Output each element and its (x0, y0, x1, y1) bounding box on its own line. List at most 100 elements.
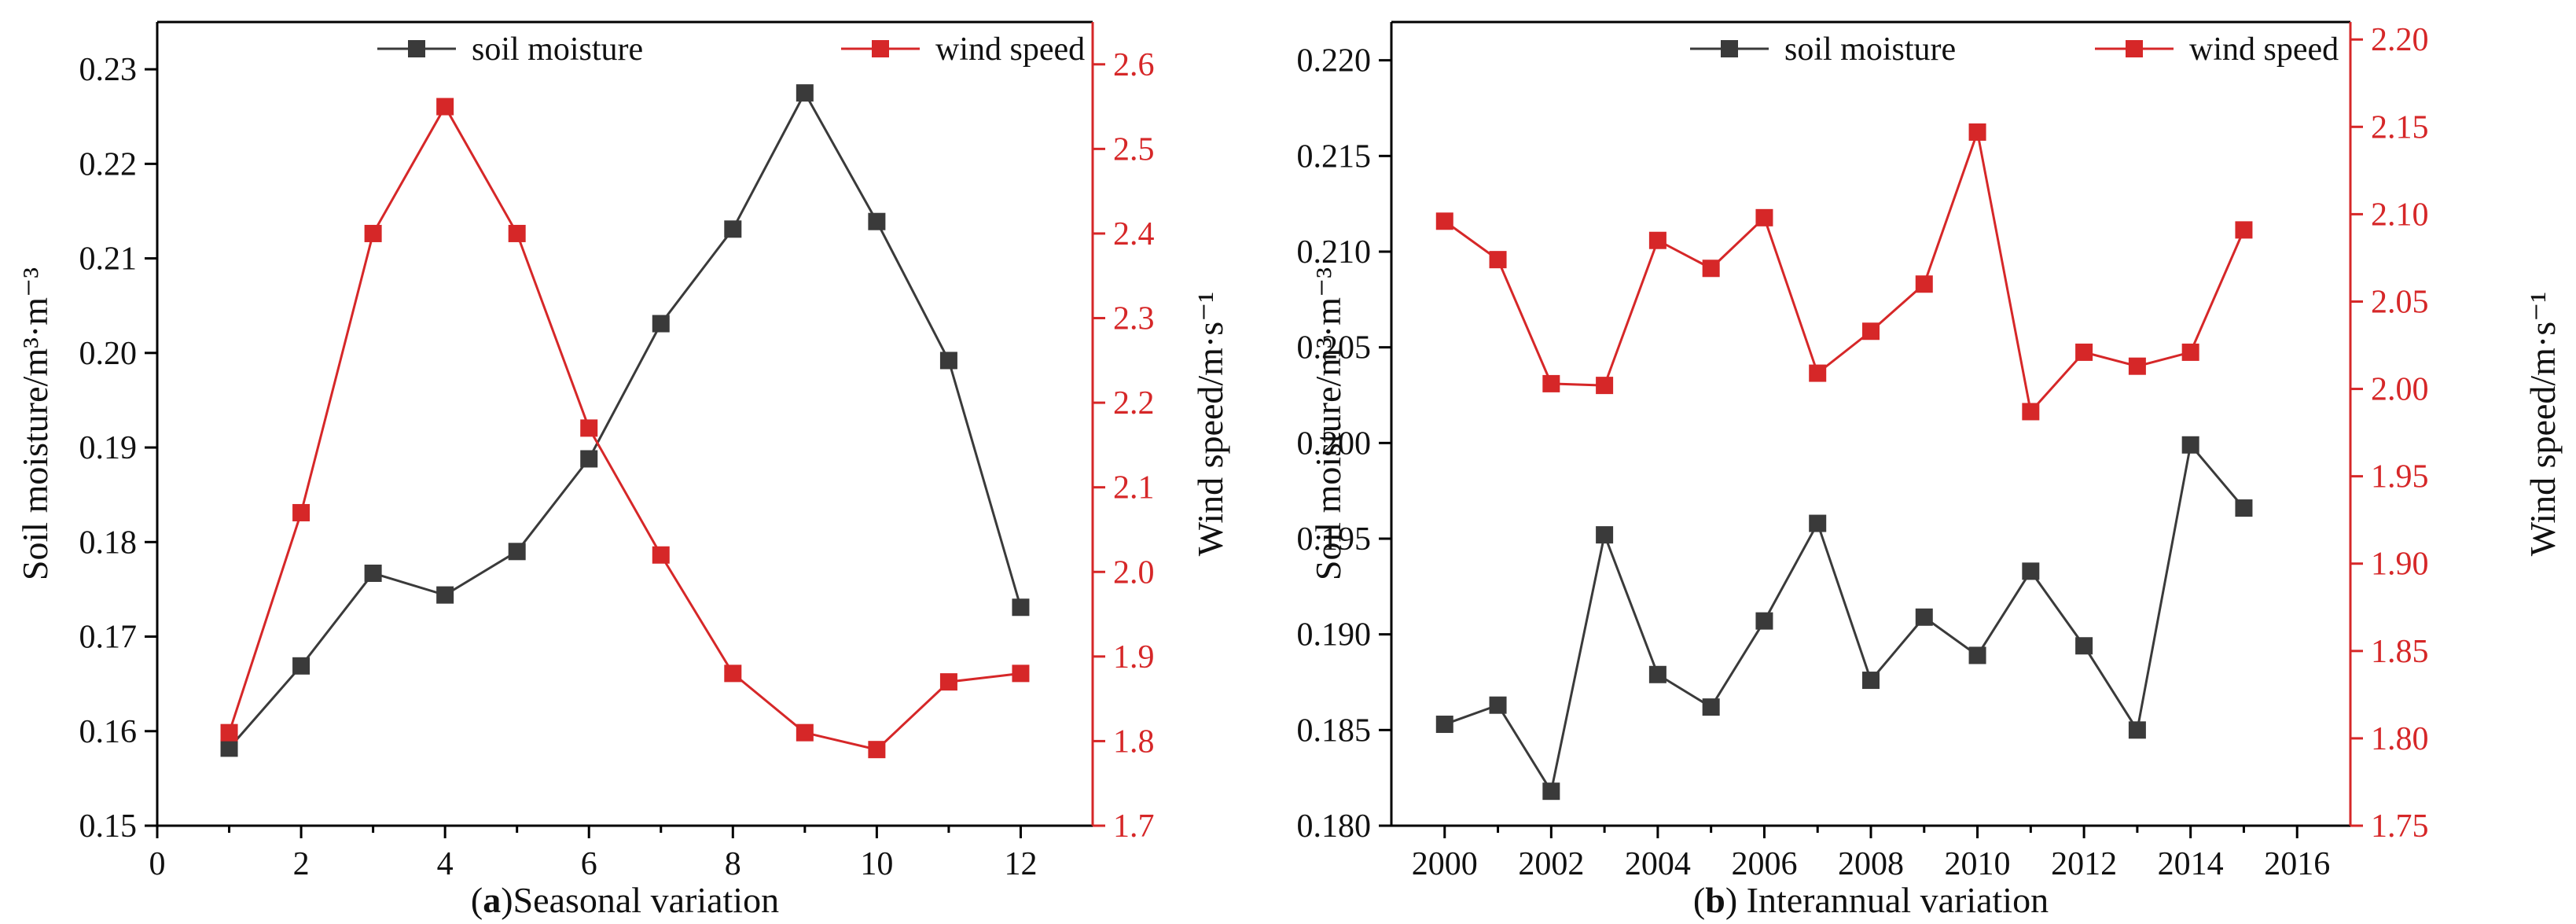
panel-a-y-left-tick-label: 0.21 (79, 241, 138, 278)
panel-a-wind-speed-point (1012, 664, 1030, 683)
panel-a-soil-moisture-point (868, 212, 886, 230)
panel-a-y-left-title: Soil moisture/m³·m⁻³ (15, 267, 55, 580)
panel-a-soil-moisture-point (1012, 598, 1030, 617)
panel-a-wind-speed-point (292, 503, 311, 521)
panel-a-y-left-tick-label: 0.20 (79, 336, 138, 372)
panel-b-wind-speed-point (1809, 364, 1827, 382)
panel-a-y-left-tick-label: 0.16 (79, 714, 138, 750)
panel-a-x-tick-label: 4 (437, 846, 454, 882)
panel-b-y-right-tick-label: 2.15 (2371, 109, 2429, 145)
panel-a-y-right-tick-label: 2.2 (1113, 385, 1155, 422)
panel-b-wind-speed-point (1702, 260, 1720, 278)
panel-b-y-right-tick-label: 2.05 (2371, 284, 2429, 320)
panel-b-legend-label: soil moisture (1784, 31, 1956, 68)
panel-b-x-tick-label: 2002 (1518, 846, 1584, 882)
panel-a-y-right-tick-label: 1.8 (1113, 723, 1155, 760)
panel-a-wind-speed-point (868, 741, 886, 759)
panel-a-y-right-tick-label: 2.3 (1113, 301, 1155, 337)
panel-a-wind-speed-point (652, 546, 670, 564)
panel-b-soil-moisture-point (2181, 436, 2199, 454)
panel-a-soil-moisture-point (724, 220, 742, 238)
panel-b-wind-speed-point (1542, 374, 1560, 392)
panel-a-soil-moisture-point (364, 564, 382, 582)
panel-a-x-tick-label: 8 (725, 846, 741, 882)
panel-b-y-left-tick-label: 0.185 (1297, 712, 1372, 749)
panel-a-wind-speed-point (939, 673, 957, 691)
panel-b-wind-speed-point (2075, 343, 2093, 361)
panel-a-y-left-tick-label: 0.15 (79, 808, 138, 845)
panel-b-y-right-tick-label: 1.90 (2371, 547, 2429, 583)
panel-a-y-left-tick-label: 0.22 (79, 146, 138, 182)
panel-b-wind-speed-point (1489, 251, 1507, 269)
panel-a-y-right-tick-label: 2.6 (1113, 47, 1155, 83)
panel-b-x-tick-label: 2004 (1625, 846, 1691, 882)
panel-b-soil-moisture-point (1702, 698, 1720, 716)
panel-a-y-left-tick-label: 0.19 (79, 430, 138, 466)
panel-a-wind-speed-point (436, 98, 454, 116)
panel-b-x-tick-label: 2016 (2264, 846, 2330, 882)
panel-b-legend-label: wind speed (2189, 31, 2339, 68)
panel-a-legend-marker (872, 40, 889, 57)
panel-b-x-tick-label: 2006 (1731, 846, 1797, 882)
panel-a-y-right-tick-label: 1.7 (1113, 808, 1155, 845)
panel-b-y-left-tick-label: 0.200 (1297, 425, 1372, 462)
panel-a-x-tick-label: 10 (860, 846, 893, 882)
panel-b-y-right-tick-label: 2.10 (2371, 197, 2429, 233)
panel-a-y-right-tick-label: 1.9 (1113, 639, 1155, 676)
panel-a-soil-moisture-point (939, 352, 957, 370)
panel-b-caption: (b) Interannual variation (1693, 880, 2049, 920)
panel-a-y-left-tick-label: 0.23 (79, 52, 138, 88)
panel-b-interannual: 2000 2002 2004 2006 2008 2010 2012 2014 2016 0.18… (1297, 20, 2563, 920)
panel-b-x-tick-label: 2010 (1945, 846, 2011, 882)
panel-a-soil-moisture-point (508, 543, 526, 561)
panel-b-y-left-tick-label: 0.205 (1297, 330, 1372, 366)
panel-a-legend-label: wind speed (935, 31, 1085, 68)
panel-b-wind-speed-point (2181, 343, 2199, 361)
panel-a-wind-speed-point (580, 419, 598, 437)
panel-a-wind-speed-point (364, 224, 382, 242)
panel-b-wind-speed-point (1862, 322, 1880, 341)
panel-a-wind-speed-point (220, 723, 238, 742)
panel-a-y-right-tick-label: 2.4 (1113, 216, 1155, 252)
panel-b-y-left-tick-label: 0.215 (1297, 138, 1372, 175)
panel-a-soil-moisture-point (292, 657, 311, 675)
panel-a-soil-moisture-point (220, 739, 238, 757)
panel-b-wind-speed-point (1755, 208, 1773, 226)
panel-b-wind-speed-point (1648, 231, 1666, 249)
panel-b-soil-moisture-point (1915, 608, 1933, 626)
panel-b-y-right-tick-label: 1.95 (2371, 459, 2429, 495)
panel-b-y-right-title: Wind speed/m·s⁻¹ (2523, 292, 2563, 556)
panel-a-caption: (a)Seasonal variation (471, 880, 779, 920)
panel-a-seasonal: 0 2 4 6 8 10 12 0.15 0.16 0.17 0.18 0.19 0.20 0.21 0.2… (15, 20, 1230, 920)
panel-b-y-right-tick-label: 1.75 (2371, 808, 2429, 845)
panel-b-y-left-tick-label: 0.180 (1297, 808, 1372, 845)
panel-a-legend-marker (408, 40, 425, 57)
panel-a-wind-speed-point (796, 723, 814, 742)
panel-a-y-right-tick-label: 2.1 (1113, 470, 1155, 506)
panel-b-wind-speed-point (2235, 221, 2253, 239)
panel-b-soil-moisture-point (1968, 646, 1986, 664)
panel-a-y-left-tick-label: 0.17 (79, 620, 138, 656)
panel-b-y-right-tick-label: 2.20 (2371, 22, 2429, 58)
panel-b-y-right-tick-label: 2.00 (2371, 372, 2429, 408)
panel-b-y-left-tick-label: 0.195 (1297, 521, 1372, 558)
panel-b-soil-moisture-point (1435, 716, 1453, 734)
panel-a-y-right-tick-label: 2.0 (1113, 554, 1155, 591)
panel-a-y-right-title: Wind speed/m·s⁻¹ (1190, 292, 1230, 556)
panel-b-soil-moisture-point (2128, 721, 2146, 739)
panel-a-wind-speed-line (228, 104, 1021, 751)
panel-b-soil-moisture-point (2022, 562, 2040, 580)
panel-b-wind-speed-point (2022, 403, 2040, 421)
panel-b-y-right-tick-label: 1.85 (2371, 634, 2429, 670)
panel-b-soil-moisture-point (1489, 696, 1507, 714)
panel-b-y-left-tick-label: 0.190 (1297, 617, 1372, 653)
panel-a-soil-moisture-line (228, 90, 1022, 749)
panel-b-legend-marker (1721, 40, 1738, 57)
panel-b-y-right-tick-label: 1.80 (2371, 721, 2429, 757)
panel-a-x-tick-label: 6 (581, 846, 597, 882)
panel-b-wind-speed-point (1596, 377, 1614, 395)
panel-b-soil-moisture-line (1444, 442, 2245, 795)
panel-b-x-tick-label: 2008 (1838, 846, 1904, 882)
panel-b-y-left-title: Soil moisture/m³·m⁻³ (1308, 267, 1348, 580)
panel-b-soil-moisture-point (2235, 499, 2253, 517)
